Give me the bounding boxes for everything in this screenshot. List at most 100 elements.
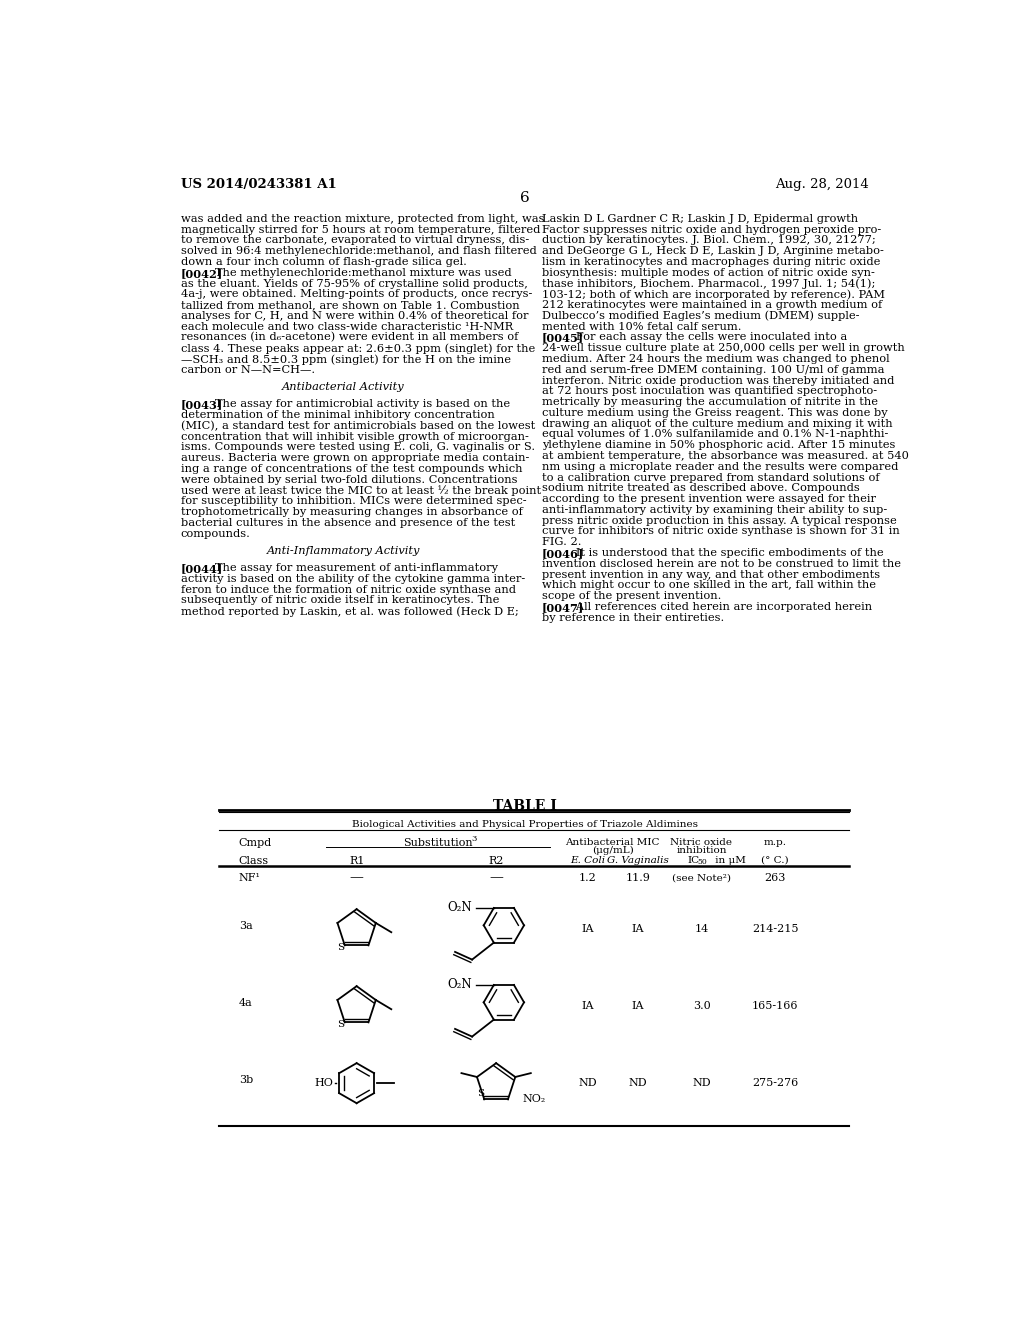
Text: (μg/mL): (μg/mL) bbox=[592, 846, 634, 855]
Text: FIG. 2.: FIG. 2. bbox=[542, 537, 582, 548]
Text: ylethylene diamine in 50% phosphoric acid. After 15 minutes: ylethylene diamine in 50% phosphoric aci… bbox=[542, 441, 895, 450]
Text: 212 keratinocytes were maintained in a growth medium of: 212 keratinocytes were maintained in a g… bbox=[542, 300, 882, 310]
Text: The assay for antimicrobial activity is based on the: The assay for antimicrobial activity is … bbox=[205, 399, 511, 409]
Text: 103-12; both of which are incorporated by reference). PAM: 103-12; both of which are incorporated b… bbox=[542, 289, 885, 300]
Text: feron to induce the formation of nitric oxide synthase and: feron to induce the formation of nitric … bbox=[180, 585, 516, 595]
Text: ND: ND bbox=[692, 1078, 711, 1088]
Text: 1.2: 1.2 bbox=[579, 873, 596, 883]
Text: Biological Activities and Physical Properties of Triazole Aldimines: Biological Activities and Physical Prope… bbox=[352, 820, 697, 829]
Text: NF¹: NF¹ bbox=[239, 873, 261, 883]
Text: m.p.: m.p. bbox=[764, 838, 786, 846]
Text: which might occur to one skilled in the art, fall within the: which might occur to one skilled in the … bbox=[542, 581, 876, 590]
Text: trophotometrically by measuring changes in absorbance of: trophotometrically by measuring changes … bbox=[180, 507, 522, 517]
Text: Laskin D L Gardner C R; Laskin J D, Epidermal growth: Laskin D L Gardner C R; Laskin J D, Epid… bbox=[542, 214, 858, 224]
Text: HO: HO bbox=[314, 1078, 334, 1088]
Text: Nitric oxide: Nitric oxide bbox=[671, 838, 732, 846]
Text: (° C.): (° C.) bbox=[761, 857, 788, 865]
Text: 6: 6 bbox=[520, 191, 529, 205]
Text: were obtained by serial two-fold dilutions. Concentrations: were obtained by serial two-fold dilutio… bbox=[180, 475, 517, 484]
Text: bacterial cultures in the absence and presence of the test: bacterial cultures in the absence and pr… bbox=[180, 517, 515, 528]
Text: curve for inhibitors of nitric oxide synthase is shown for 31 in: curve for inhibitors of nitric oxide syn… bbox=[542, 527, 900, 536]
Text: O₂N: O₂N bbox=[447, 902, 472, 915]
Text: 3a: 3a bbox=[239, 921, 253, 932]
Text: duction by keratinocytes. J. Biol. Chem., 1992, 30, 21277;: duction by keratinocytes. J. Biol. Chem.… bbox=[542, 235, 876, 246]
Text: Anti-Inflammatory Activity: Anti-Inflammatory Activity bbox=[267, 546, 420, 556]
Text: class 4. These peaks appear at: 2.6±0.3 ppm (singlet) for the: class 4. These peaks appear at: 2.6±0.3 … bbox=[180, 343, 535, 354]
Text: IA: IA bbox=[632, 1001, 644, 1011]
Text: activity is based on the ability of the cytokine gamma inter-: activity is based on the ability of the … bbox=[180, 574, 525, 583]
Text: isms. Compounds were tested using E. coli, G. vaginalis or S.: isms. Compounds were tested using E. col… bbox=[180, 442, 535, 453]
Text: 214-215: 214-215 bbox=[752, 924, 799, 935]
Text: [0043]: [0043] bbox=[180, 399, 223, 411]
Text: nm using a microplate reader and the results were compared: nm using a microplate reader and the res… bbox=[542, 462, 898, 471]
Text: Substitution: Substitution bbox=[403, 838, 473, 847]
Text: mented with 10% fetal calf serum.: mented with 10% fetal calf serum. bbox=[542, 322, 741, 331]
Text: US 2014/0243381 A1: US 2014/0243381 A1 bbox=[180, 178, 337, 190]
Text: equal volumes of 1.0% sulfanilamide and 0.1% N-1-naphthi-: equal volumes of 1.0% sulfanilamide and … bbox=[542, 429, 888, 440]
Text: biosynthesis: multiple modes of action of nitric oxide syn-: biosynthesis: multiple modes of action o… bbox=[542, 268, 874, 277]
Text: NO₂: NO₂ bbox=[522, 1094, 546, 1105]
Text: [0044]: [0044] bbox=[180, 564, 223, 574]
Text: compounds.: compounds. bbox=[180, 528, 251, 539]
Text: aureus. Bacteria were grown on appropriate media contain-: aureus. Bacteria were grown on appropria… bbox=[180, 453, 529, 463]
Text: in μM: in μM bbox=[713, 857, 746, 865]
Text: subsequently of nitric oxide itself in keratinocytes. The: subsequently of nitric oxide itself in k… bbox=[180, 595, 499, 606]
Text: by reference in their entireties.: by reference in their entireties. bbox=[542, 612, 724, 623]
Text: 14: 14 bbox=[694, 924, 709, 935]
Text: S: S bbox=[338, 1020, 345, 1030]
Text: (see Note²): (see Note²) bbox=[672, 873, 731, 882]
Text: 4a-j, were obtained. Melting-points of products, once recrys-: 4a-j, were obtained. Melting-points of p… bbox=[180, 289, 532, 300]
Text: ND: ND bbox=[579, 1078, 597, 1088]
Text: interferon. Nitric oxide production was thereby initiated and: interferon. Nitric oxide production was … bbox=[542, 376, 894, 385]
Text: anti-inflammatory activity by examining their ability to sup-: anti-inflammatory activity by examining … bbox=[542, 506, 887, 515]
Text: sodium nitrite treated as described above. Compounds: sodium nitrite treated as described abov… bbox=[542, 483, 859, 494]
Text: S: S bbox=[477, 1089, 484, 1098]
Text: 263: 263 bbox=[765, 873, 785, 883]
Text: IC: IC bbox=[688, 857, 699, 865]
Text: IA: IA bbox=[582, 1001, 594, 1011]
Text: It is understood that the specific embodiments of the: It is understood that the specific embod… bbox=[565, 548, 884, 558]
Text: S: S bbox=[338, 944, 345, 952]
Text: Factor suppresses nitric oxide and hydrogen peroxide pro-: Factor suppresses nitric oxide and hydro… bbox=[542, 224, 881, 235]
Text: tallized from methanol, are shown on Table 1. Combustion: tallized from methanol, are shown on Tab… bbox=[180, 300, 519, 310]
Text: R1: R1 bbox=[349, 857, 365, 866]
Text: 3.0: 3.0 bbox=[692, 1001, 711, 1011]
Text: for susceptibility to inhibition. MICs were determined spec-: for susceptibility to inhibition. MICs w… bbox=[180, 496, 526, 507]
Text: The methylenechloride:methanol mixture was used: The methylenechloride:methanol mixture w… bbox=[205, 268, 512, 277]
Text: 11.9: 11.9 bbox=[626, 873, 650, 883]
Text: IA: IA bbox=[632, 924, 644, 935]
Text: red and serum-free DMEM containing. 100 U/ml of gamma: red and serum-free DMEM containing. 100 … bbox=[542, 364, 885, 375]
Text: present invention in any way, and that other embodiments: present invention in any way, and that o… bbox=[542, 570, 880, 579]
Text: used were at least twice the MIC to at least ½ the break point: used were at least twice the MIC to at l… bbox=[180, 486, 541, 496]
Text: —: — bbox=[349, 871, 364, 884]
Text: R2: R2 bbox=[488, 857, 504, 866]
Text: inhibition: inhibition bbox=[676, 846, 727, 855]
Text: For each assay the cells were inoculated into a: For each assay the cells were inoculated… bbox=[565, 333, 848, 342]
Text: solved in 96:4 methylenechloride:methanol, and flash filtered: solved in 96:4 methylenechloride:methano… bbox=[180, 246, 537, 256]
Text: scope of the present invention.: scope of the present invention. bbox=[542, 591, 721, 601]
Text: IA: IA bbox=[582, 924, 594, 935]
Text: thase inhibitors, Biochem. Pharmacol., 1997 Jul. 1; 54(1);: thase inhibitors, Biochem. Pharmacol., 1… bbox=[542, 279, 876, 289]
Text: Antibacterial MIC: Antibacterial MIC bbox=[565, 838, 660, 846]
Text: 50: 50 bbox=[697, 858, 708, 866]
Text: Aug. 28, 2014: Aug. 28, 2014 bbox=[775, 178, 869, 190]
Text: [0046]: [0046] bbox=[542, 548, 584, 560]
Text: invention disclosed herein are not to be construed to limit the: invention disclosed herein are not to be… bbox=[542, 558, 901, 569]
Text: —SCH₃ and 8.5±0.3 ppm (singlet) for the H on the imine: —SCH₃ and 8.5±0.3 ppm (singlet) for the … bbox=[180, 354, 511, 364]
Text: lism in keratinocytes and macrophages during nitric oxide: lism in keratinocytes and macrophages du… bbox=[542, 257, 881, 267]
Text: [0047]: [0047] bbox=[542, 602, 584, 612]
Text: Cmpd: Cmpd bbox=[239, 838, 272, 847]
Text: each molecule and two class-wide characteristic ¹H-NMR: each molecule and two class-wide charact… bbox=[180, 322, 513, 331]
Text: carbon or N—N=CH—.: carbon or N—N=CH—. bbox=[180, 364, 314, 375]
Text: culture medium using the Greiss reagent. This was done by: culture medium using the Greiss reagent.… bbox=[542, 408, 888, 418]
Text: according to the present invention were assayed for their: according to the present invention were … bbox=[542, 494, 876, 504]
Text: concentration that will inhibit visible growth of microorgan-: concentration that will inhibit visible … bbox=[180, 432, 528, 442]
Text: 24-well tissue culture plate at 250,000 cells per well in growth: 24-well tissue culture plate at 250,000 … bbox=[542, 343, 904, 354]
Text: resonances (in d₆-acetone) were evident in all members of: resonances (in d₆-acetone) were evident … bbox=[180, 333, 518, 343]
Text: drawing an aliquot of the culture medium and mixing it with: drawing an aliquot of the culture medium… bbox=[542, 418, 893, 429]
Text: at 72 hours post inoculation was quantified spectrophoto-: at 72 hours post inoculation was quantif… bbox=[542, 387, 877, 396]
Text: analyses for C, H, and N were within 0.4% of theoretical for: analyses for C, H, and N were within 0.4… bbox=[180, 312, 528, 321]
Text: and DeGeorge G L, Heck D E, Laskin J D, Arginine metabo-: and DeGeorge G L, Heck D E, Laskin J D, … bbox=[542, 246, 884, 256]
Text: [0042]: [0042] bbox=[180, 268, 223, 279]
Text: Class: Class bbox=[239, 857, 269, 866]
